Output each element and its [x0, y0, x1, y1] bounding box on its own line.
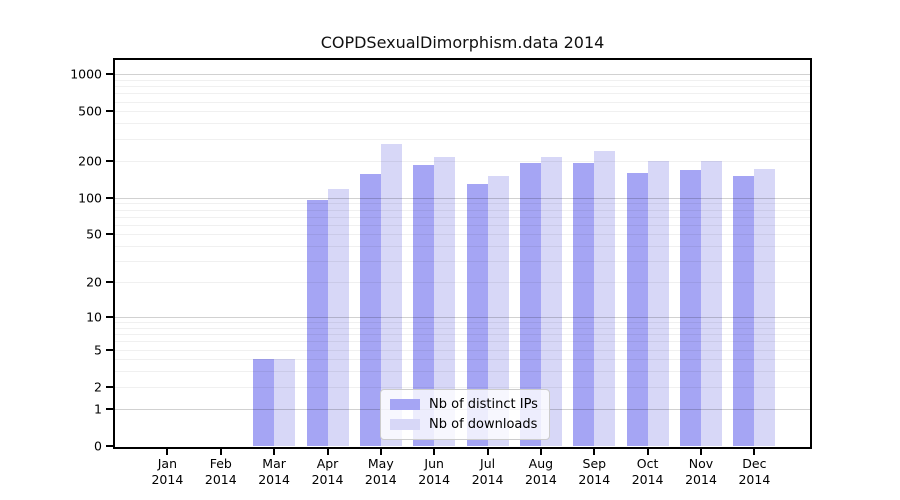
bar-downloads-sep [594, 150, 616, 446]
x-tick-mark-may [379, 449, 382, 455]
x-tick-label-aug: Aug 2014 [524, 456, 557, 487]
bar-distinct-ips-jul [466, 183, 488, 446]
x-tick-mark-aug [539, 449, 542, 455]
y-tick-label-5: 5 [94, 342, 102, 358]
bar-downloads-may [380, 144, 402, 446]
y-tick-mark-1000 [106, 73, 113, 76]
bar-downloads-apr [327, 188, 349, 446]
x-tick-label-dec: Dec 2014 [738, 456, 771, 487]
bar-downloads-jul [487, 175, 509, 446]
y-tick-mark-100 [106, 196, 113, 199]
bar-distinct-ips-dec [733, 175, 755, 446]
bar-distinct-ips-nov [680, 169, 701, 446]
bar-distinct-ips-apr [306, 200, 328, 446]
legend-swatch-distinct-ips-icon [390, 399, 420, 410]
bar-downloads-oct [647, 160, 669, 446]
bar-distinct-ips-may [359, 174, 381, 446]
legend-item-downloads: Nb of downloads [390, 417, 538, 432]
x-tick-mark-sep [593, 449, 596, 455]
y-tick-mark-1 [106, 407, 113, 410]
bar-distinct-ips-jun [413, 164, 435, 446]
x-tick-label-jul: Jul 2014 [471, 456, 504, 487]
x-tick-label-oct: Oct 2014 [631, 456, 664, 487]
bar-distinct-ips-aug [519, 163, 541, 446]
x-tick-label-may: May 2014 [364, 456, 397, 487]
x-tick-mark-apr [326, 449, 329, 455]
bars-layer [115, 60, 810, 447]
x-tick-mark-dec [753, 449, 756, 455]
x-tick-mark-jun [433, 449, 436, 455]
x-tick-label-sep: Sep 2014 [578, 456, 611, 487]
y-tick-mark-5 [106, 348, 113, 351]
legend-label-downloads: Nb of downloads [429, 417, 538, 432]
bar-distinct-ips-oct [626, 172, 648, 446]
bar-distinct-ips-sep [573, 163, 595, 446]
x-tick-label-nov: Nov 2014 [685, 456, 717, 487]
legend: Nb of distinct IPs Nb of downloads [380, 389, 550, 440]
legend-swatch-downloads-icon [390, 419, 420, 430]
plot-area: 0 1 2 5 10 20 50 100 200 500 1000 Jan 2014 Feb 2014 Mar… [70, 58, 812, 487]
x-tick-label-mar: Mar 2014 [258, 456, 290, 487]
bar-distinct-ips-mar [253, 359, 275, 446]
x-tick-mark-jan [166, 449, 169, 455]
x-tick-label-feb: Feb 2014 [204, 456, 237, 487]
y-tick-mark-10 [106, 315, 113, 318]
y-tick-mark-500 [106, 110, 113, 113]
x-tick-mark-nov [700, 449, 702, 455]
y-tick-label-10: 10 [86, 309, 102, 325]
y-tick-mark-200 [106, 159, 113, 162]
x-tick-label-jan: Jan 2014 [151, 456, 184, 487]
axis-ticks-layer: 0 1 2 5 10 20 50 100 200 500 1000 Jan 2014 Feb 2014 Mar… [70, 60, 810, 487]
y-tick-label-100: 100 [78, 190, 102, 206]
y-tick-mark-50 [106, 233, 113, 236]
x-tick-mark-jul [486, 449, 489, 455]
y-tick-label-0: 0 [94, 438, 102, 454]
bar-downloads-aug [540, 156, 562, 446]
y-tick-mark-2 [106, 385, 113, 388]
x-tick-mark-feb [219, 449, 222, 455]
x-tick-label-apr: Apr 2014 [311, 456, 344, 487]
x-tick-label-jun: Jun 2014 [418, 456, 451, 487]
y-tick-label-1000: 1000 [70, 66, 102, 82]
y-tick-label-2: 2 [94, 379, 102, 395]
y-tick-label-20: 20 [86, 274, 102, 290]
y-tick-label-1: 1 [94, 401, 102, 417]
y-tick-label-200: 200 [78, 153, 102, 168]
legend-item-distinct-ips: Nb of distinct IPs [390, 397, 538, 412]
legend-label-distinct-ips: Nb of distinct IPs [429, 397, 538, 412]
bar-downloads-dec [754, 169, 776, 446]
bar-downloads-mar [274, 359, 296, 446]
bar-downloads-jun [434, 156, 456, 446]
y-tick-mark-0 [106, 445, 113, 447]
chart-title: COPDSexualDimorphism.data 2014 [320, 33, 605, 52]
y-tick-label-50: 50 [86, 226, 102, 242]
x-tick-mark-mar [273, 449, 276, 455]
y-tick-mark-20 [106, 281, 113, 284]
y-tick-label-500: 500 [78, 103, 102, 119]
bar-downloads-nov [701, 161, 722, 446]
x-tick-mark-oct [646, 449, 649, 455]
